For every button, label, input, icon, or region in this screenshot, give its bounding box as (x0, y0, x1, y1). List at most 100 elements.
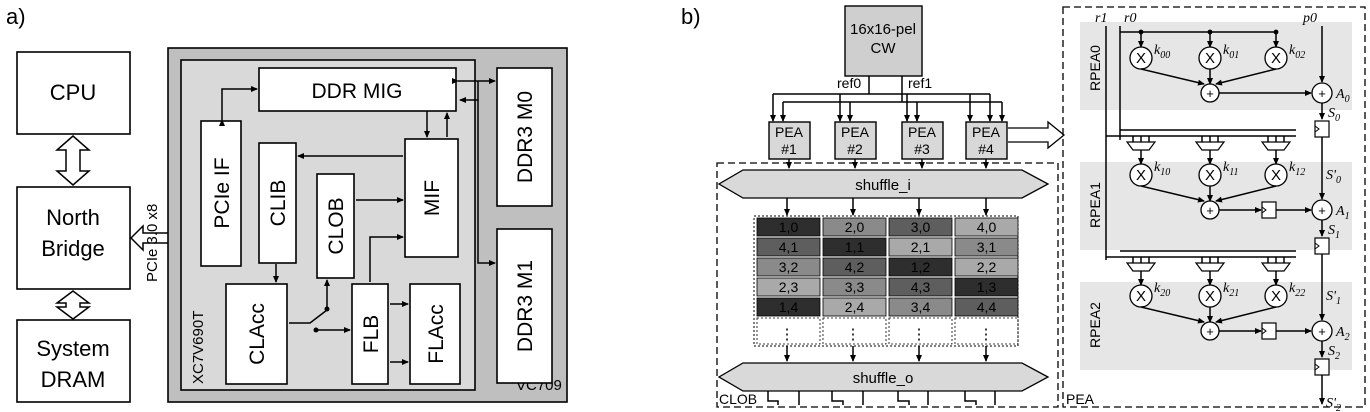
grid-cell (822, 277, 887, 297)
clob-grid: 1,0 2,0 3,0 4,0 4,1 1,1 2,1 3,1 3,2 4,2 1,2 2,2 2,3 3… (753, 215, 1019, 347)
grid-cell-label: 4,0 (977, 219, 997, 235)
grid-cell-empty (888, 317, 953, 345)
mif-label: MIF (421, 180, 444, 216)
shuffle-o-block (717, 362, 1050, 392)
mux-icon (1125, 141, 1157, 151)
pea-row1-mult-2-label: X (1271, 167, 1281, 184)
pea-row2-acc-label: + (1318, 324, 1326, 339)
north-bridge-label-1: North (46, 205, 100, 230)
clob-region-label: CLOB (719, 391, 757, 407)
panel-a-connections (219, 78, 496, 365)
system-dram-label-2: DRAM (41, 367, 106, 392)
grid-cell (888, 217, 953, 237)
cw-label-1: 16x16-pel (850, 21, 916, 38)
pea-input-buses (1105, 26, 1325, 260)
pea-s-reg-2 (1314, 358, 1330, 376)
grid-cell-label: 1,2 (911, 259, 931, 275)
grid-cell-label: 1,3 (977, 279, 997, 295)
grid-cell (888, 237, 953, 257)
grid-cell (954, 257, 1019, 277)
grid-cell-label: 2,3 (779, 279, 799, 295)
grid-cell-label: 4,3 (911, 279, 931, 295)
pea-detail-region (1062, 6, 1366, 408)
system-dram-label-1: System (36, 336, 109, 361)
ref0-label: ref0 (837, 75, 861, 91)
grid-to-shuffle-o-lines (784, 346, 989, 362)
grid-cell (888, 277, 953, 297)
mif-box (404, 138, 459, 258)
pea-row1-mult-1-label: X (1205, 167, 1215, 184)
grid-cell-label: 2,4 (845, 299, 865, 315)
mux-icon (1194, 141, 1226, 151)
grid-cell-label: 1,1 (845, 239, 865, 255)
clib-label: CLIB (267, 180, 290, 227)
nb-dram-link-arrow (54, 290, 92, 320)
pea-2-num: #2 (847, 141, 863, 157)
panel-a-label: a) (6, 4, 26, 29)
pea-detail-label: PEA (1066, 391, 1095, 407)
pea-to-shuffle-lines (786, 159, 989, 169)
pea-2-label: PEA (841, 124, 870, 140)
pea-2 (834, 121, 877, 160)
flb-label: FLB (360, 315, 383, 354)
shuffle-to-grid-lines (784, 198, 989, 216)
grid-cell (822, 297, 887, 317)
cw-ref-buses (770, 76, 1005, 122)
pea-row1-acc-label: + (1318, 203, 1326, 218)
pea-row0-mult-2-label: X (1271, 50, 1281, 67)
grid-cell (822, 237, 887, 257)
grid-cell (888, 257, 953, 277)
ddr3-m0-label: DDR3 M0 (514, 91, 537, 183)
pea-4-label: PEA (972, 124, 1001, 140)
grid-cell-label: 3,4 (911, 299, 931, 315)
grid-cell-label: 3,1 (977, 239, 997, 255)
pea-3-num: #3 (914, 141, 930, 157)
pcie-link-label: PCIe 3.0 x8 (144, 204, 161, 282)
mux-icon (1260, 141, 1292, 151)
grid-cell-empty (756, 317, 821, 345)
flb-box (351, 283, 389, 385)
grid-cell (756, 257, 821, 277)
ellipsis-col-2: ⋮ (846, 326, 861, 343)
pea-3-label: PEA (908, 124, 937, 140)
cpu-nb-link-arrow (55, 135, 91, 186)
grid-cell-label: 4,1 (779, 239, 799, 255)
grid-cell (954, 277, 1019, 297)
grid-cell-label: 3,0 (911, 219, 931, 235)
pea-row2-reg (1261, 322, 1277, 340)
grid-cell-label: 2,2 (977, 259, 997, 275)
ddr3-m0-box (496, 67, 553, 207)
grid-cell (822, 217, 887, 237)
grid-cell-label: 1,4 (779, 299, 799, 315)
grid-cell (888, 297, 953, 317)
rpea1-label: RPEA1 (1087, 182, 1103, 228)
grid-ellipsis: ⋮ ⋮ ⋮ ⋮ (780, 326, 994, 343)
grid-cell-label: 3,3 (845, 279, 865, 295)
pea-row2-mult-2-label: X (1271, 288, 1281, 305)
grid-cell-label: 4,2 (845, 259, 865, 275)
grid-cell-label: 4,4 (977, 299, 997, 315)
pea-1-label: PEA (775, 124, 804, 140)
ddr-mig-label: DDR MIG (312, 80, 403, 103)
grid-cell (954, 297, 1019, 317)
cpu-label: CPU (50, 80, 96, 105)
shuffle-i-block (717, 169, 1050, 199)
pea-row0-acc-label: + (1318, 86, 1326, 101)
clob-box (316, 173, 355, 279)
ellipsis-col-3: ⋮ (912, 326, 927, 343)
grid-cell (822, 257, 887, 277)
panel-b-label: b) (681, 4, 701, 29)
pea-row0-mult-1-label: X (1205, 50, 1215, 67)
shuffle-o-outputs (767, 391, 996, 405)
pea-s-reg-1 (1314, 237, 1330, 255)
grid-cell-label: 1,0 (779, 219, 799, 235)
p0-label: p0 (1302, 11, 1317, 26)
north-bridge-box (16, 186, 131, 290)
system-dram-box (16, 319, 131, 403)
pea-row1-reg (1261, 201, 1277, 219)
pea-row0-mult-0-label: X (1136, 50, 1146, 67)
pea-zoom-arrow (1008, 120, 1066, 150)
ref1-label: ref1 (908, 75, 932, 91)
rpea0-label: RPEA0 (1087, 45, 1103, 91)
